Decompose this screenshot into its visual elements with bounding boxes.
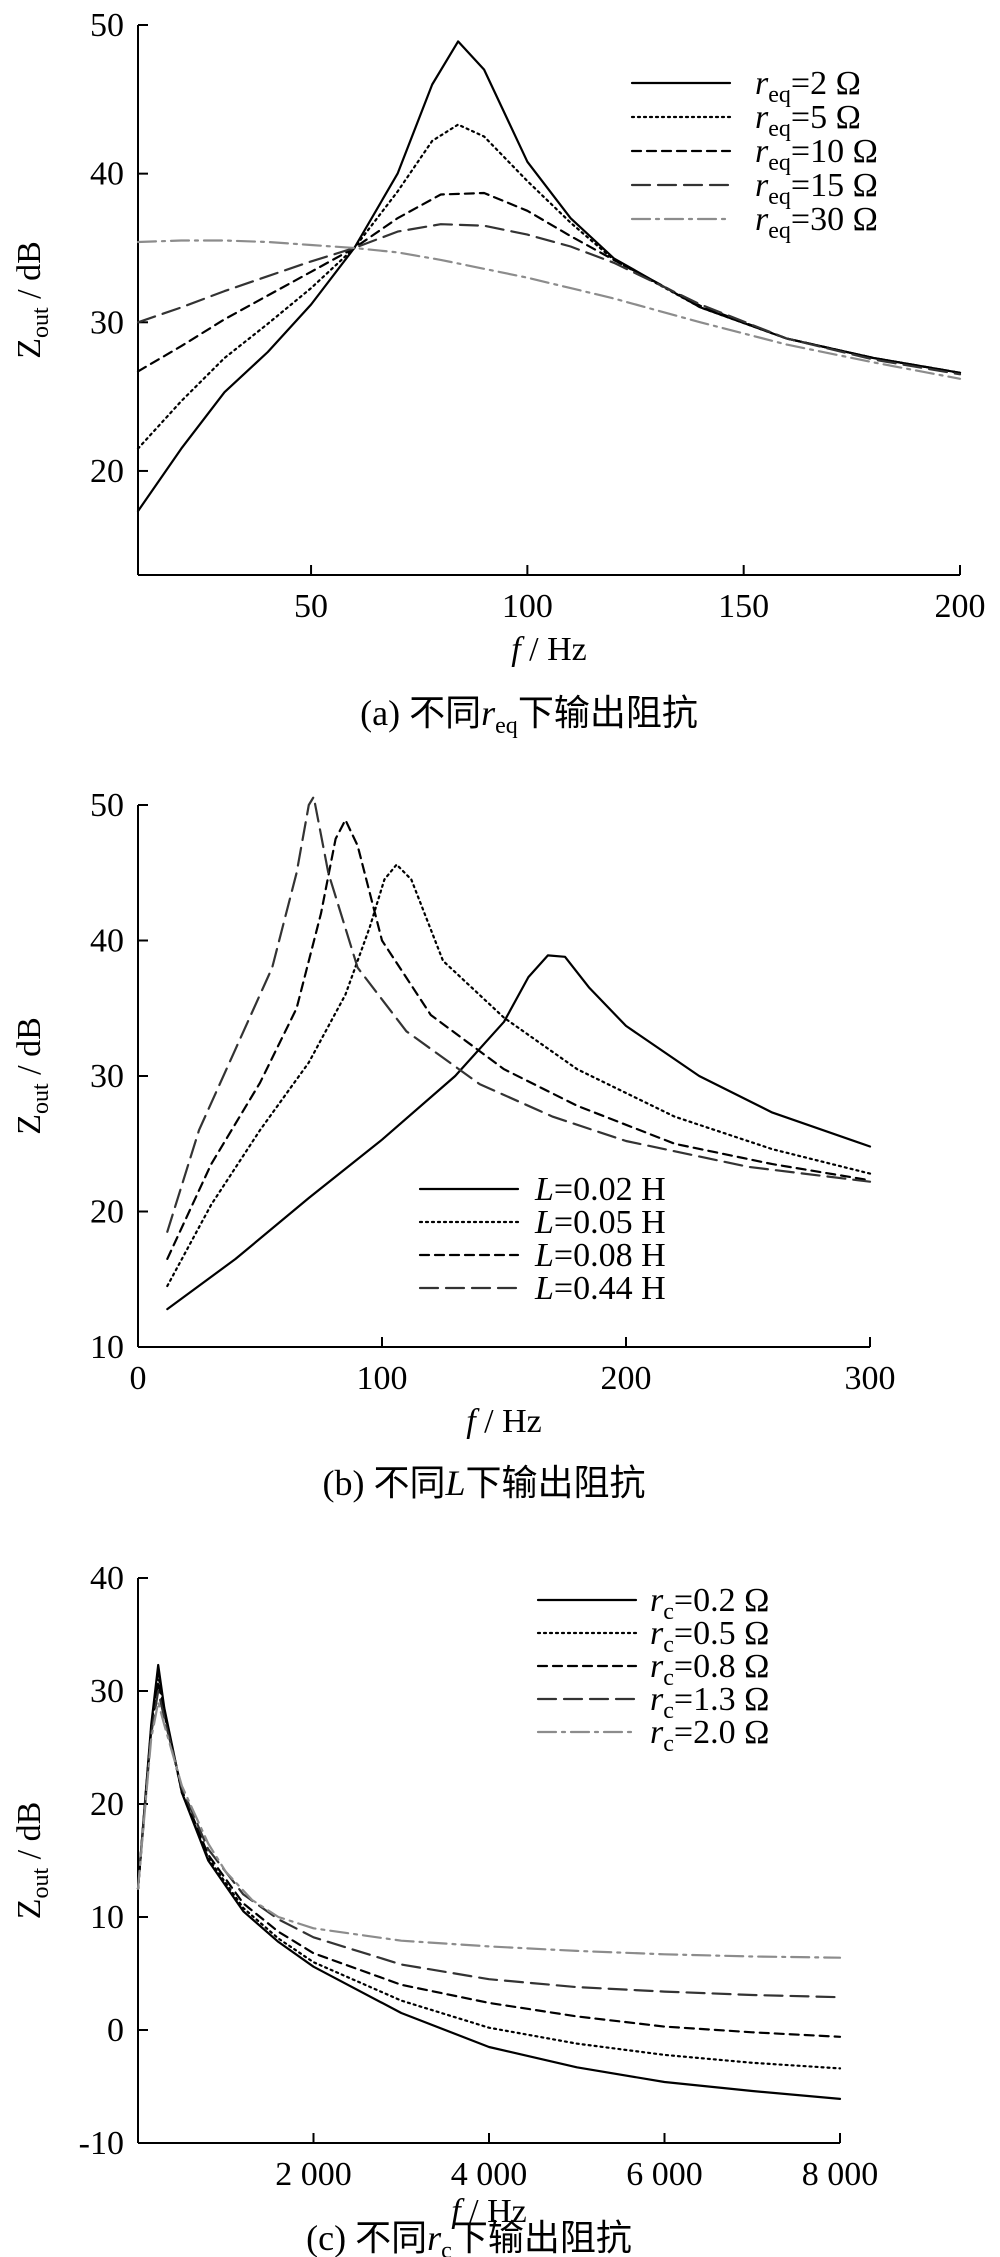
y-tick-label: 10 xyxy=(90,1329,124,1366)
x-axis-title: f / Hz xyxy=(511,631,587,668)
x-tick-label: 300 xyxy=(845,1360,896,1397)
series-line-2 xyxy=(166,818,872,1261)
legend-label-3: req=15 Ω xyxy=(755,167,878,210)
y-tick-label: -10 xyxy=(79,2125,124,2162)
chart-panel-0: 20 30 40 50 50 100 150 200 Zout / dB f / Hz req=2 … xyxy=(11,7,986,739)
series-line-1 xyxy=(136,123,962,450)
series-line-3 xyxy=(136,223,962,376)
y-tick-label: 40 xyxy=(90,1560,124,1597)
x-tick-label: 2 000 xyxy=(275,2156,352,2193)
y-axis-title: Zout / dB xyxy=(11,241,54,359)
chart-caption: (b) 不同L下输出阻抗 xyxy=(322,1463,645,1503)
x-tick-label: 200 xyxy=(935,588,986,625)
y-tick-label: 20 xyxy=(90,453,124,490)
series-line-0 xyxy=(136,40,962,513)
series-line-2 xyxy=(136,1680,842,2038)
x-tick-label: 150 xyxy=(718,588,769,625)
legend-label-2: rc=0.8 Ω xyxy=(650,1648,769,1691)
y-tick-label: 40 xyxy=(90,923,124,960)
legend-label-4: rc=2.0 Ω xyxy=(650,1714,769,1757)
x-tick-label: 8 000 xyxy=(802,2156,879,2193)
x-tick-label: 4 000 xyxy=(451,2156,528,2193)
series-line-3 xyxy=(166,795,872,1233)
y-tick-label: 40 xyxy=(90,156,124,193)
x-tick-label: 100 xyxy=(357,1360,408,1397)
series-line-3 xyxy=(136,1689,842,1999)
chart-caption: (a) 不同req下输出阻抗 xyxy=(360,693,698,739)
legend-label-3: rc=1.3 Ω xyxy=(650,1681,769,1724)
y-tick-label: 50 xyxy=(90,7,124,44)
series-line-4 xyxy=(136,1701,842,1959)
legend-label-1: req=5 Ω xyxy=(755,99,861,142)
y-tick-label: 30 xyxy=(90,1673,124,1710)
x-axis-title: f / Hz xyxy=(466,1403,542,1440)
legend-label-2: req=10 Ω xyxy=(755,133,878,176)
y-tick-label: 0 xyxy=(107,2012,124,2049)
series-line-0 xyxy=(166,954,872,1311)
x-tick-label: 0 xyxy=(130,1360,147,1397)
legend-label-0: L=0.02 H xyxy=(534,1171,666,1208)
y-tick-label: 30 xyxy=(90,304,124,341)
legend-label-4: req=30 Ω xyxy=(755,201,878,244)
series-line-1 xyxy=(166,863,872,1288)
series-line-4 xyxy=(136,239,962,380)
y-tick-label: 10 xyxy=(90,1899,124,1936)
series-line-0 xyxy=(136,1663,842,2100)
y-axis-title: Zout / dB xyxy=(11,1802,54,1920)
x-tick-label: 50 xyxy=(294,588,328,625)
chart-panel-1: 10 20 30 40 50 0 100 200 300 Zout / dB f / Hz L=0.0… xyxy=(11,787,896,1503)
x-tick-label: 200 xyxy=(601,1360,652,1397)
legend-label-3: L=0.44 H xyxy=(534,1270,666,1307)
y-tick-label: 30 xyxy=(90,1058,124,1095)
legend-label-2: L=0.08 H xyxy=(534,1237,666,1274)
x-axis-title: f / Hz xyxy=(451,2193,527,2230)
y-tick-label: 20 xyxy=(90,1194,124,1231)
legend-label-0: req=2 Ω xyxy=(755,65,861,108)
legend-label-0: rc=0.2 Ω xyxy=(650,1582,769,1625)
x-tick-label: 6 000 xyxy=(626,2156,703,2193)
legend-label-1: L=0.05 H xyxy=(534,1204,666,1241)
x-tick-label: 100 xyxy=(502,588,553,625)
chart-caption: (c) 不同rc下输出阻抗 xyxy=(306,2218,632,2257)
chart-panel-2: -10 0 10 20 30 40 2 000 4 000 6 000 8 000 Zout / d… xyxy=(11,1560,878,2257)
legend-label-1: rc=0.5 Ω xyxy=(650,1615,769,1658)
y-axis-title: Zout / dB xyxy=(11,1017,54,1135)
series-line-1 xyxy=(136,1672,842,2070)
y-tick-label: 20 xyxy=(90,1786,124,1823)
y-tick-label: 50 xyxy=(90,787,124,824)
